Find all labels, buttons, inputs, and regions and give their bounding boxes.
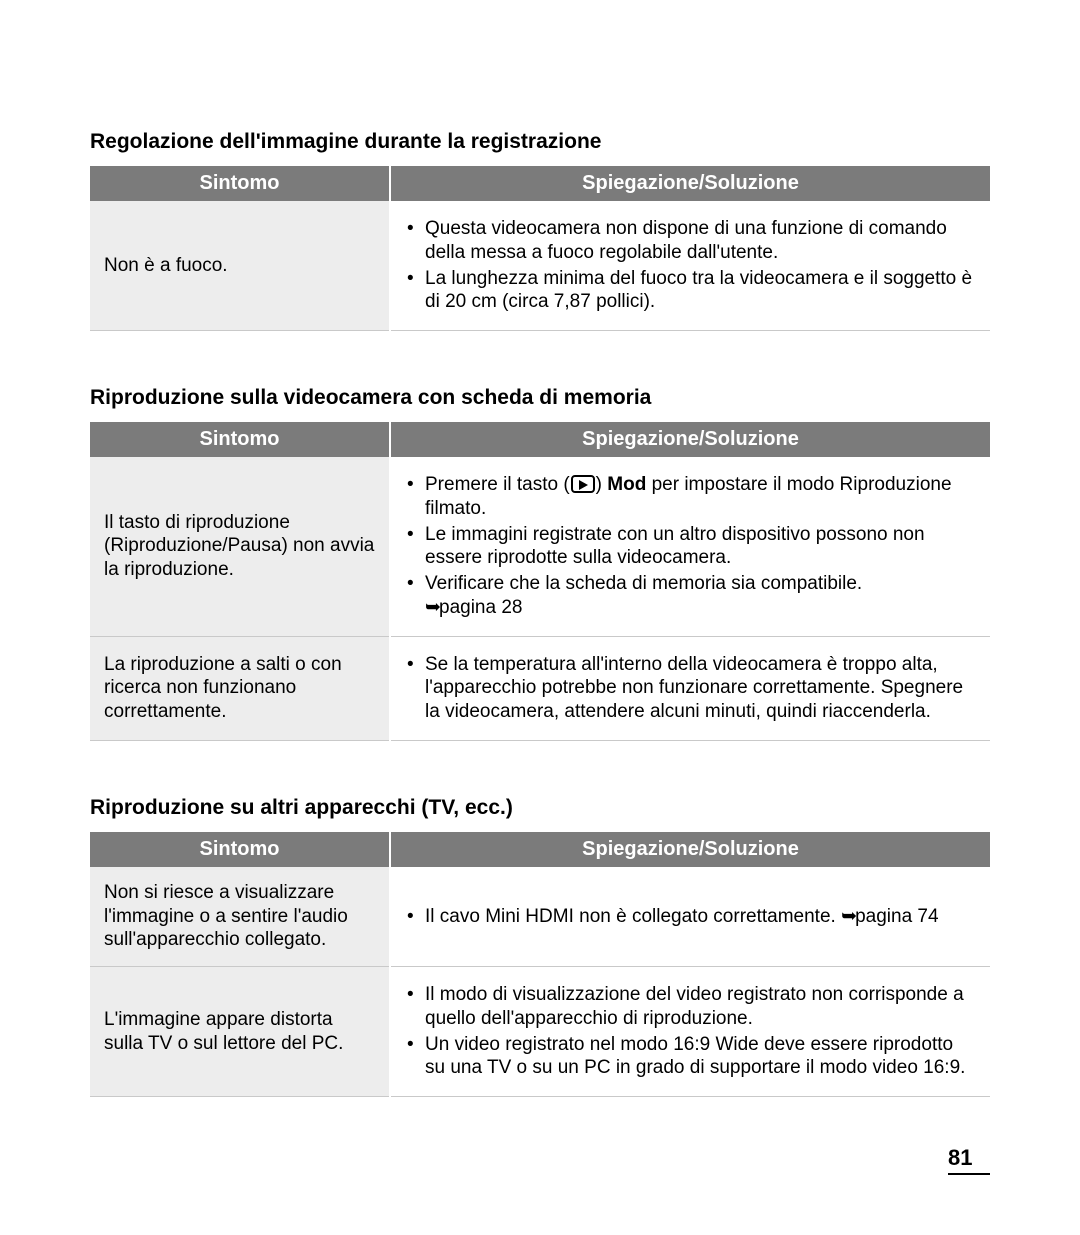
page-number: 81 — [948, 1145, 990, 1175]
solution-cell: Questa videocamera non dispone di una fu… — [390, 201, 990, 331]
play-mode-icon — [571, 475, 595, 493]
solution-cell: Se la temperatura all'interno della vide… — [390, 636, 990, 740]
text-part: Il cavo Mini HDMI non è collegato corret… — [425, 906, 841, 927]
solution-item: Un video registrato nel modo 16:9 Wide d… — [405, 1033, 976, 1081]
symptom-cell: Non si riesce a visualizzare l'immagine … — [90, 867, 390, 967]
text-part: Verificare che la scheda di memoria sia … — [425, 573, 862, 594]
solution-item: Il cavo Mini HDMI non è collegato corret… — [405, 905, 976, 929]
manual-page: Regolazione dell'immagine durante la reg… — [0, 0, 1080, 1235]
solution-item: Le immagini registrate con un altro disp… — [405, 523, 976, 571]
solution-item: Il modo di visualizzazione del video reg… — [405, 983, 976, 1031]
solution-item: Questa videocamera non dispone di una fu… — [405, 217, 976, 265]
section-title: Riproduzione su altri apparecchi (TV, ec… — [90, 796, 990, 820]
solution-cell: Premere il tasto () Mod per impostare il… — [390, 457, 990, 636]
col-header-solution: Spiegazione/Soluzione — [390, 166, 990, 201]
symptom-cell: La riproduzione a salti o con ricerca no… — [90, 636, 390, 740]
solution-cell: Il modo di visualizzazione del video reg… — [390, 967, 990, 1097]
solution-item: Se la temperatura all'interno della vide… — [405, 653, 976, 724]
section-playback-other: Riproduzione su altri apparecchi (TV, ec… — [90, 796, 990, 1097]
page-ref: pagina 74 — [855, 906, 938, 927]
bold-text: Mod — [607, 474, 646, 495]
col-header-solution: Spiegazione/Soluzione — [390, 832, 990, 867]
solution-item: Premere il tasto () Mod per impostare il… — [405, 473, 976, 521]
solution-item: La lunghezza minima del fuoco tra la vid… — [405, 267, 976, 315]
solution-item: Verificare che la scheda di memoria sia … — [405, 572, 976, 620]
table-row: La riproduzione a salti o con ricerca no… — [90, 636, 990, 740]
col-header-symptom: Sintomo — [90, 422, 390, 457]
col-header-symptom: Sintomo — [90, 832, 390, 867]
table-row: L'immagine appare distorta sulla TV o su… — [90, 967, 990, 1097]
text-part: Premere il tasto ( — [425, 474, 570, 495]
table-row: Non è a fuoco. Questa videocamera non di… — [90, 201, 990, 331]
symptom-cell: L'immagine appare distorta sulla TV o su… — [90, 967, 390, 1097]
arrow-ref-icon: ➥ — [425, 596, 439, 620]
section-playback-card: Riproduzione sulla videocamera con sched… — [90, 386, 990, 741]
text-part: ) — [596, 474, 608, 495]
troubleshoot-table: Sintomo Spiegazione/Soluzione Non è a fu… — [90, 166, 990, 331]
section-title: Regolazione dell'immagine durante la reg… — [90, 130, 990, 154]
solution-cell: Il cavo Mini HDMI non è collegato corret… — [390, 867, 990, 967]
symptom-cell: Non è a fuoco. — [90, 201, 390, 331]
table-row: Non si riesce a visualizzare l'immagine … — [90, 867, 990, 967]
col-header-solution: Spiegazione/Soluzione — [390, 422, 990, 457]
troubleshoot-table: Sintomo Spiegazione/Soluzione Il tasto d… — [90, 422, 990, 741]
section-focus: Regolazione dell'immagine durante la reg… — [90, 130, 990, 331]
arrow-ref-icon: ➥ — [841, 905, 855, 929]
page-ref: pagina 28 — [439, 597, 522, 618]
symptom-cell: Il tasto di riproduzione (Riproduzione/P… — [90, 457, 390, 636]
table-row: Il tasto di riproduzione (Riproduzione/P… — [90, 457, 990, 636]
troubleshoot-table: Sintomo Spiegazione/Soluzione Non si rie… — [90, 832, 990, 1097]
col-header-symptom: Sintomo — [90, 166, 390, 201]
section-title: Riproduzione sulla videocamera con sched… — [90, 386, 990, 410]
